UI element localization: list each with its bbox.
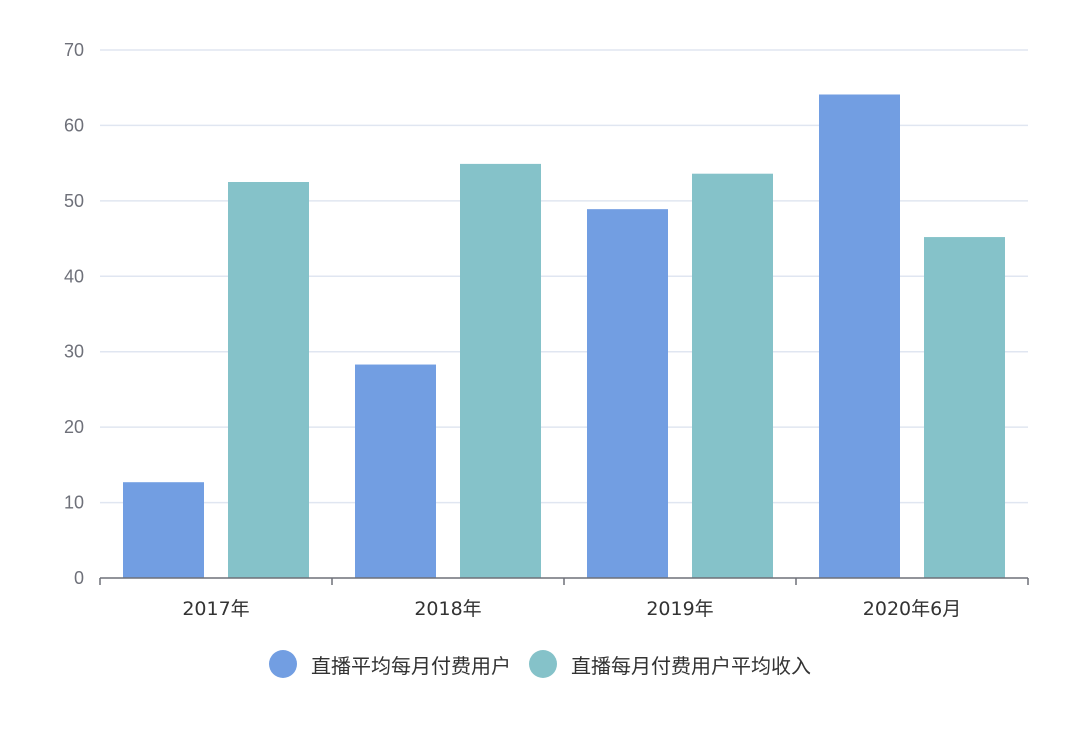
bar-series-1[interactable]: [123, 482, 204, 578]
y-tick-label: 10: [64, 493, 84, 513]
legend-label-series-1: 直播平均每月付费用户: [311, 653, 511, 678]
x-tick-label: 2020年6月: [863, 598, 961, 620]
x-tick-label: 2017年: [182, 598, 249, 620]
y-tick-label: 50: [64, 191, 84, 211]
bar-series-2[interactable]: [692, 173, 773, 578]
y-tick-label: 20: [64, 417, 84, 437]
y-tick-label: 70: [64, 40, 84, 60]
legend: 直播平均每月付费用户 直播每月付费用户平均收入: [0, 646, 1080, 682]
bar-series-1[interactable]: [587, 209, 668, 578]
y-tick-label: 30: [64, 342, 84, 362]
bar-chart: 0 10 20 30 40 50 60 70 2017年 2018年 2019年 2020年6月: [64, 40, 1029, 620]
x-axis: 2017年 2018年 2019年 2020年6月: [99, 577, 1029, 620]
legend-marker-series-2: [529, 650, 557, 678]
x-tick-label: 2019年: [646, 598, 713, 620]
bar-series-1[interactable]: [819, 94, 900, 578]
legend-item-series-2[interactable]: 直播每月付费用户平均收入: [529, 650, 811, 679]
bar-series-2[interactable]: [228, 182, 309, 578]
y-tick-label: 60: [64, 115, 84, 135]
bar-series-1[interactable]: [355, 364, 436, 578]
y-axis: 0 10 20 30 40 50 60 70: [64, 40, 84, 588]
legend-marker-series-1: [269, 650, 297, 678]
bar-series: [123, 94, 1005, 578]
legend-item-series-1[interactable]: 直播平均每月付费用户: [269, 650, 511, 679]
x-tick-label: 2018年: [414, 598, 481, 620]
legend-label-series-2: 直播每月付费用户平均收入: [571, 653, 811, 678]
y-tick-label: 0: [74, 568, 84, 588]
bar-series-2[interactable]: [460, 163, 541, 578]
y-tick-label: 40: [64, 266, 84, 286]
bar-series-2[interactable]: [924, 237, 1005, 578]
